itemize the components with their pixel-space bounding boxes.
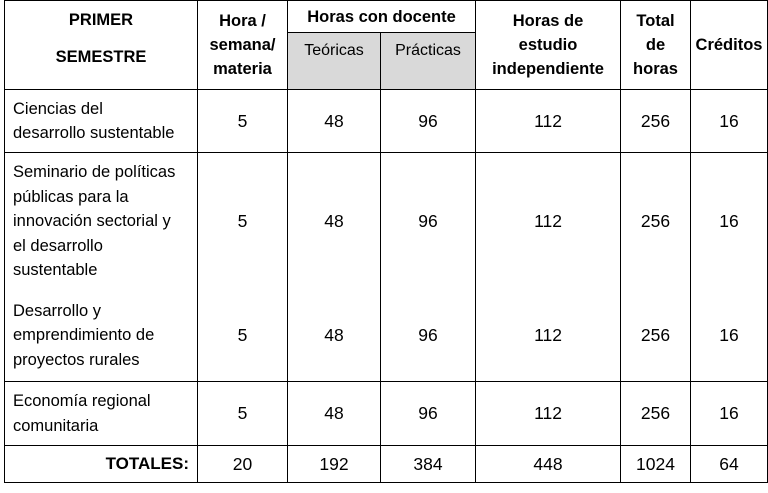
study-cell: 112 (475, 381, 622, 446)
theory-cell: 48 (287, 89, 381, 153)
totals-theory: 192 (287, 445, 381, 483)
semester-header: PRIMER SEMESTRE (4, 0, 198, 90)
credits-cell: 16 (690, 381, 768, 446)
hours-per-week-line2: semana/ (209, 36, 276, 54)
subject-line: el desarrollo (13, 236, 103, 255)
subject-line: sustentable (13, 261, 98, 279)
credits-cell: 16 (690, 152, 768, 290)
totals-credits: 64 (690, 445, 768, 483)
subject-line: Seminario de políticas (13, 163, 176, 181)
subject-cell: Economía regional comunitaria (4, 381, 198, 446)
study-cell: 112 (475, 89, 622, 153)
total-hours-line3: horas (633, 60, 678, 78)
hours-cell: 5 (197, 381, 288, 446)
curriculum-table: PRIMER SEMESTRE Hora / semana/ materia H… (4, 0, 768, 483)
theory-cell: 48 (287, 152, 381, 290)
subject-line: Desarrollo y (13, 301, 102, 320)
totals-study: 448 (475, 445, 622, 483)
table-row: Desarrollo y emprendimiento de proyectos… (4, 289, 768, 382)
subject-line: comunitaria (13, 416, 99, 435)
subject-line: públicas para la (13, 187, 129, 206)
independent-study-line2: estudio (518, 36, 578, 54)
theory-cell: 48 (287, 381, 381, 446)
hours-cell: 5 (197, 152, 288, 290)
practice-cell: 96 (379, 89, 477, 153)
semester-header-line1: PRIMER (68, 11, 134, 29)
credits-header: Créditos (690, 0, 768, 90)
subject-line: proyectos rurales (13, 350, 140, 369)
semester-header-line2: SEMESTRE (55, 48, 147, 66)
subject-cell: Ciencias del desarrollo sustentable (4, 89, 198, 153)
header-row-top: PRIMER SEMESTRE Hora / semana/ materia H… (4, 0, 768, 90)
totals-practice: 384 (379, 445, 477, 483)
hours-cell: 5 (197, 289, 288, 382)
independent-study-header: Horas de estudio independiente (475, 0, 622, 90)
total-cell: 256 (620, 289, 692, 382)
total-hours-line1: Total (636, 12, 675, 30)
hours-cell: 5 (197, 89, 288, 153)
subject-line: emprendimiento de (13, 326, 155, 344)
totals-total: 1024 (620, 445, 692, 483)
practice-cell: 96 (379, 152, 477, 290)
total-cell: 256 (620, 152, 692, 290)
total-cell: 256 (620, 381, 692, 446)
total-cell: 256 (620, 89, 692, 153)
practice-header: Prácticas (379, 32, 477, 90)
subject-line: desarrollo sustentable (13, 124, 175, 142)
credits-cell: 16 (690, 89, 768, 153)
table-row: Ciencias del desarrollo sustentable 5 48… (4, 89, 768, 153)
practice-cell: 96 (379, 381, 477, 446)
theory-header: Teóricas (287, 32, 381, 90)
hours-per-week-header: Hora / semana/ materia (197, 0, 288, 90)
total-hours-line2: de (645, 36, 666, 54)
credits-cell: 16 (690, 289, 768, 382)
subject-line: Ciencias del (13, 99, 103, 118)
hours-per-week-line3: materia (213, 60, 272, 78)
study-cell: 112 (475, 152, 622, 290)
hours-per-week-line1: Hora / (219, 12, 266, 30)
total-hours-header: Total de horas (620, 0, 692, 90)
study-cell: 112 (475, 289, 622, 382)
independent-study-line3: independiente (492, 60, 604, 78)
subject-line: Economía regional (13, 392, 151, 410)
table-row: Economía regional comunitaria 5 48 96 11… (4, 381, 768, 446)
totals-label: TOTALES: (4, 445, 198, 483)
subject-cell: Desarrollo y emprendimiento de proyectos… (4, 289, 198, 382)
theory-cell: 48 (287, 289, 381, 382)
practice-cell: 96 (379, 289, 477, 382)
totals-row: TOTALES: 20 192 384 448 1024 64 (4, 445, 768, 483)
header-row-bottom: Teóricas Prácticas (5, 32, 768, 90)
subject-cell: Seminario de políticas públicas para la … (4, 152, 198, 290)
teacher-hours-header: Horas con docente (286, 0, 477, 33)
table-row: Seminario de políticas públicas para la … (4, 152, 768, 290)
subject-line: innovación sectorial y (13, 212, 171, 230)
totals-hours: 20 (197, 445, 288, 483)
independent-study-line1: Horas de (512, 12, 584, 30)
